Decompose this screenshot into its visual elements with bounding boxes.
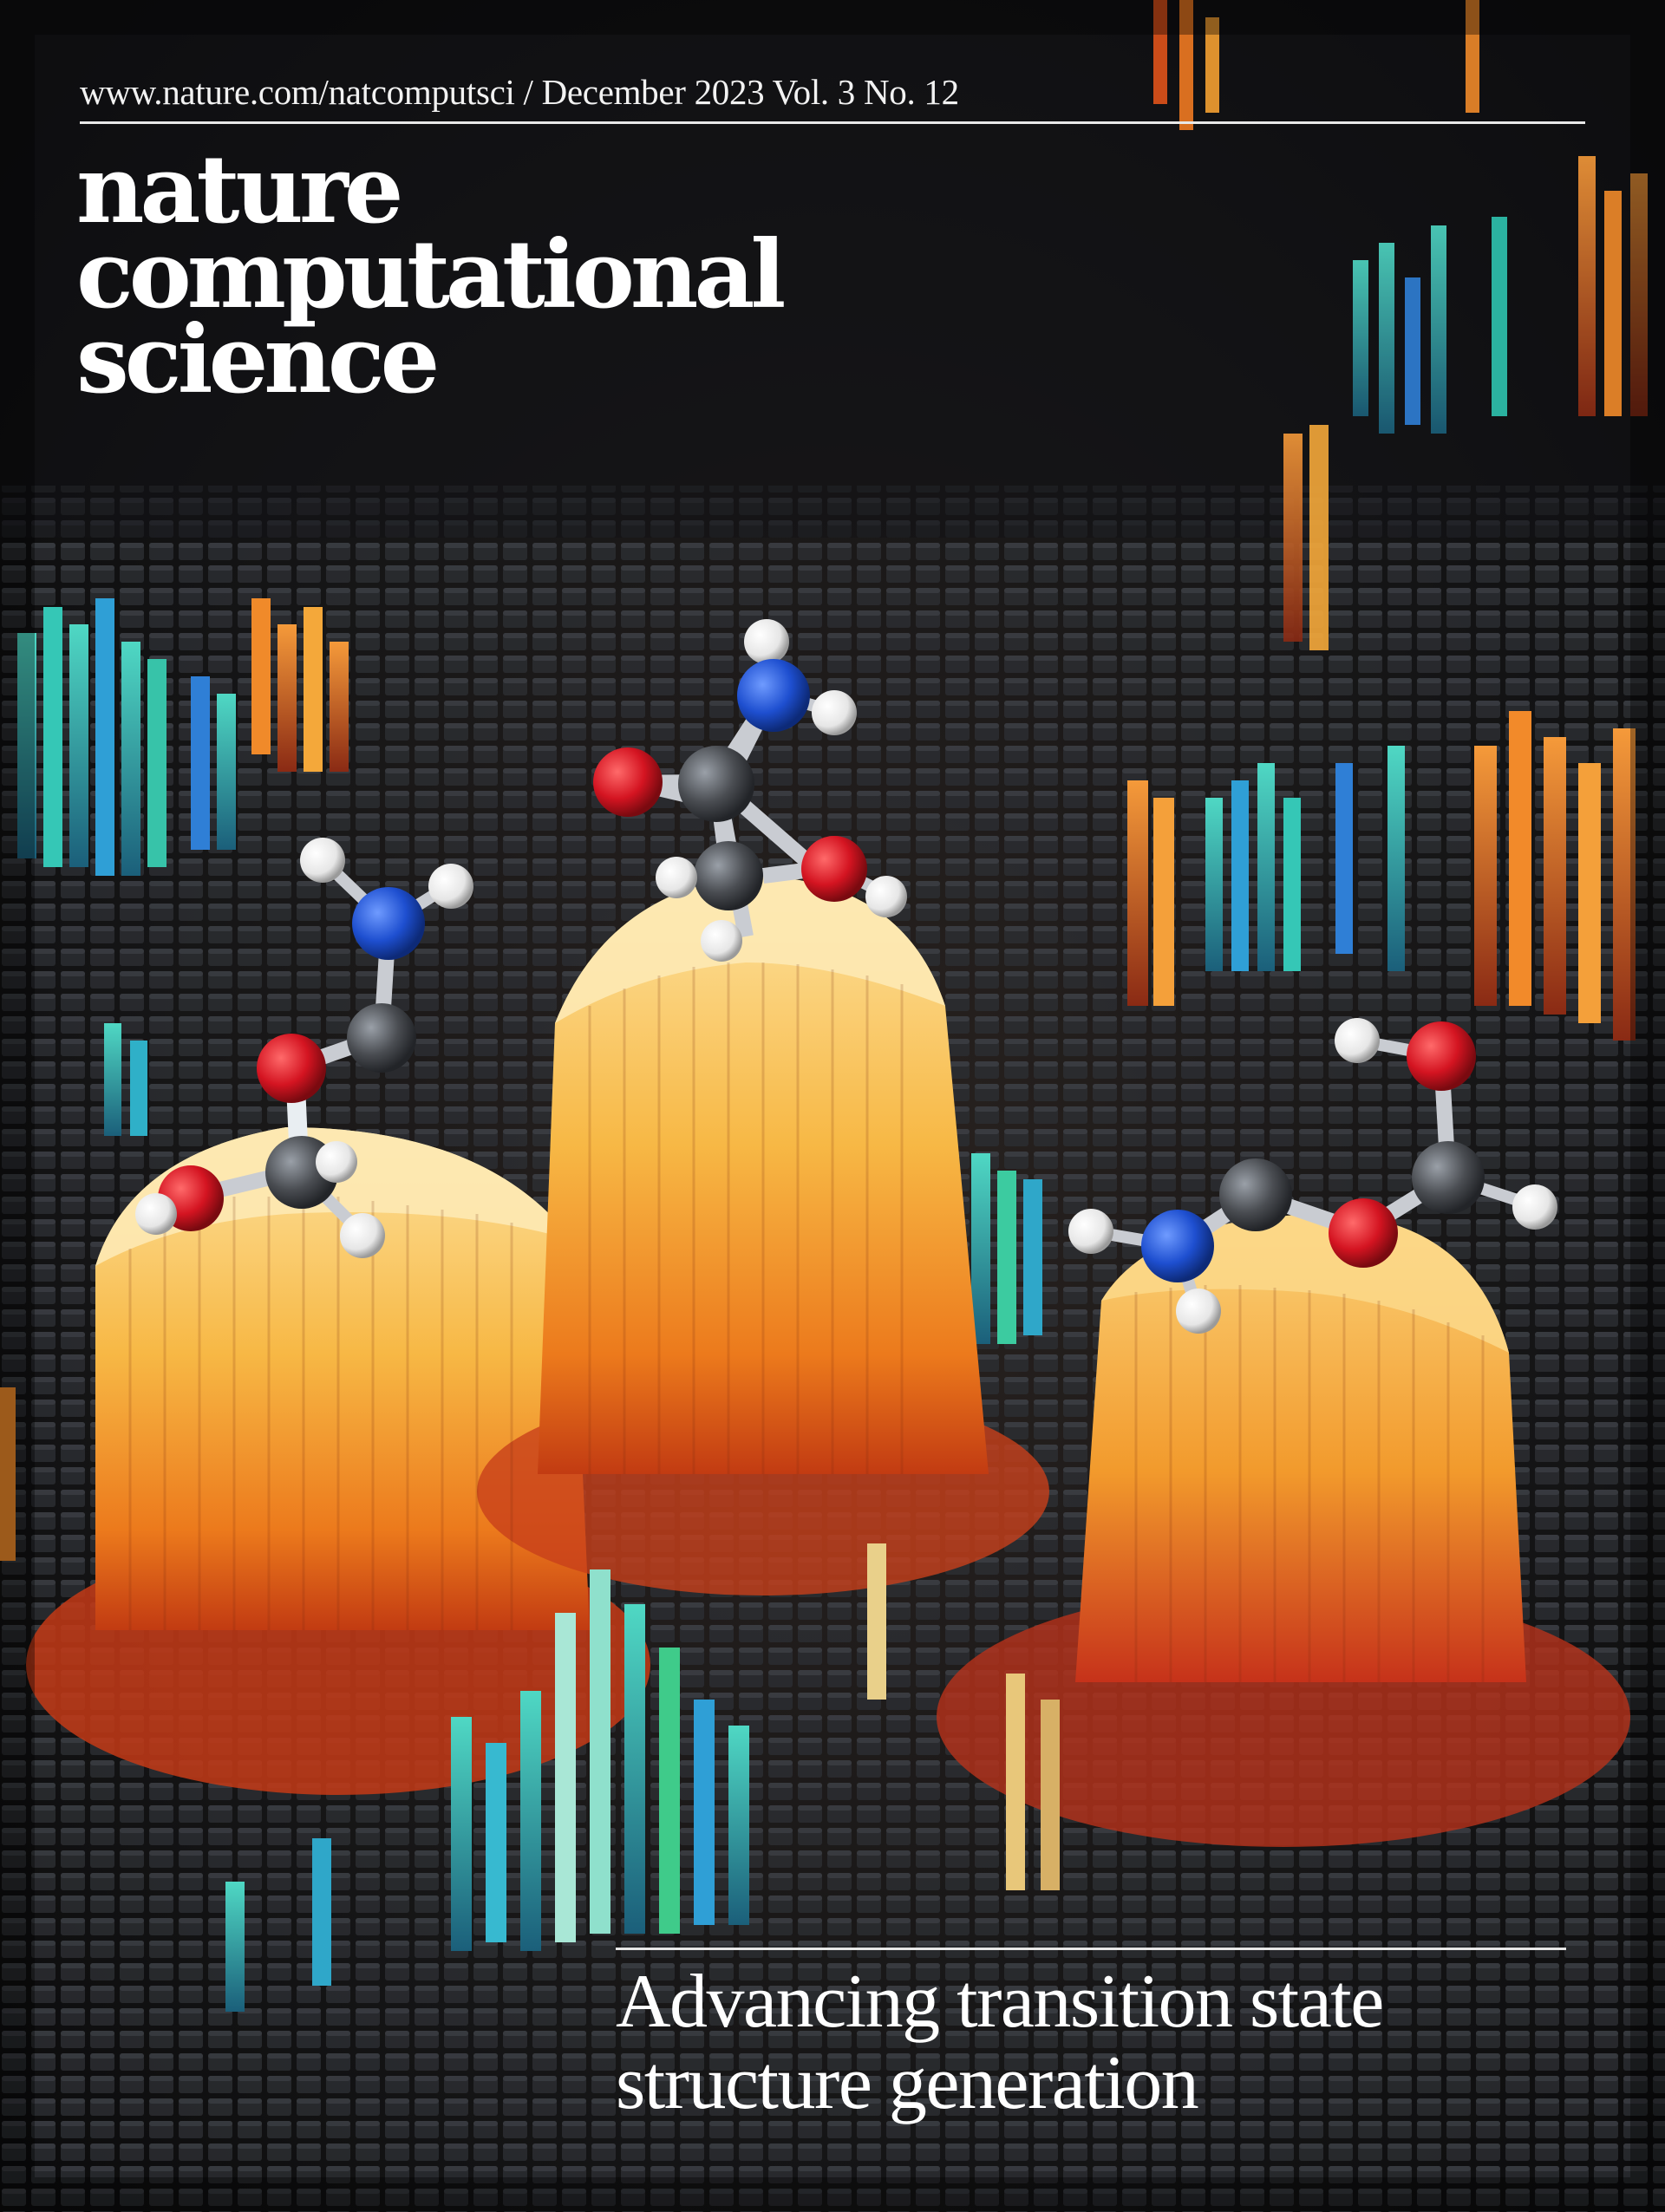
background-bars-right [971, 711, 1636, 1344]
journal-masthead: nature computational science [76, 135, 786, 414]
molecule-middle [593, 619, 907, 962]
cover-headline-line-1: Advancing transition state [616, 1960, 1384, 2044]
cover-headline-line-2: structure generation [616, 2041, 1199, 2125]
masthead-line-3: science [76, 305, 440, 414]
energy-peak-middle [477, 876, 1049, 1595]
masthead-line-2: computational [76, 220, 786, 330]
background-bars-left [0, 598, 349, 1561]
cover-line-rule [616, 1948, 1566, 1950]
issue-info: www.nature.com/natcomputsci / December 2… [80, 72, 959, 112]
energy-peak-left [26, 1127, 650, 1795]
foreground-bars [225, 1543, 1060, 2012]
header-rule [80, 121, 1585, 124]
molecule-right [1068, 1018, 1557, 1334]
masthead-line-1: nature [76, 135, 404, 245]
voxel-columns [128, 962, 1485, 1682]
cover-headline: Advancing transition state structure gen… [616, 1960, 1384, 2125]
background-bars-top-right [1153, 0, 1648, 650]
molecule-left [135, 838, 473, 1258]
